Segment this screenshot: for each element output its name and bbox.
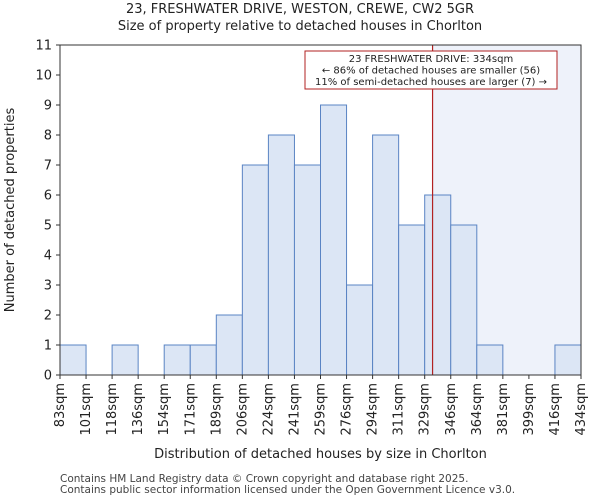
- x-tick-label: 136sqm: [131, 383, 146, 436]
- x-tick-label: 154sqm: [157, 383, 172, 436]
- x-tick-label: 206sqm: [235, 383, 250, 436]
- x-tick-label: 381sqm: [496, 383, 511, 436]
- histogram-bar: [163, 344, 191, 376]
- x-tick-label: 118sqm: [105, 383, 120, 436]
- y-tick-label: 9: [44, 99, 52, 114]
- x-tick-label: 294sqm: [366, 383, 381, 436]
- x-tick-label: 399sqm: [522, 383, 537, 436]
- y-tick-label: 5: [44, 219, 52, 234]
- y-tick-label: 6: [44, 189, 52, 204]
- footer-copyright: Contains HM Land Registry data © Crown c…: [60, 473, 469, 485]
- histogram-bar: [293, 164, 322, 376]
- histogram-bar: [554, 344, 582, 376]
- histogram-bar: [267, 134, 295, 376]
- x-tick-label: 241sqm: [287, 383, 302, 436]
- x-tick-label: 276sqm: [340, 383, 355, 436]
- annotation-box: [304, 50, 558, 90]
- x-tick-label: 311sqm: [392, 383, 407, 436]
- y-tick-label: 2: [44, 309, 52, 324]
- y-axis-label: Number of detached properties: [3, 108, 18, 313]
- histogram-bar: [59, 344, 87, 376]
- histogram-bar: [346, 284, 374, 376]
- x-tick-label: 329sqm: [418, 383, 433, 436]
- x-tick-label: 83sqm: [53, 383, 68, 427]
- annotation-line-2: ← 86% of detached houses are smaller (56…: [322, 66, 540, 77]
- annotation-line-1: 23 FRESHWATER DRIVE: 334sqm: [349, 54, 513, 65]
- annotation-line-3: 11% of semi-detached houses are larger (…: [315, 77, 547, 88]
- chart-subtitle: Size of property relative to detached ho…: [117, 19, 483, 34]
- x-tick-label: 434sqm: [574, 383, 589, 436]
- x-tick-label: 346sqm: [444, 383, 459, 436]
- y-tick-label: 3: [44, 279, 52, 294]
- y-tick-label: 11: [35, 39, 52, 54]
- x-tick-label: 259sqm: [314, 383, 329, 436]
- footer-licence: Contains public sector information licen…: [60, 484, 516, 496]
- histogram-bar: [398, 224, 426, 376]
- histogram-bar: [241, 164, 269, 376]
- x-tick-label: 224sqm: [261, 383, 276, 436]
- y-tick-label: 10: [35, 69, 52, 84]
- x-tick-label: 364sqm: [470, 383, 485, 436]
- y-tick-label: 7: [44, 159, 52, 174]
- histogram-bar: [476, 344, 504, 376]
- histogram-bar: [111, 344, 139, 376]
- y-tick-label: 0: [44, 369, 52, 384]
- x-tick-label: 416sqm: [548, 383, 563, 436]
- y-tick-label: 8: [44, 129, 52, 144]
- histogram-bar: [320, 104, 348, 376]
- x-tick-label: 171sqm: [183, 383, 198, 436]
- histogram-bar: [372, 134, 400, 376]
- histogram-bar: [424, 194, 452, 376]
- y-tick-label: 1: [44, 339, 52, 354]
- chart-title: 23, FRESHWATER DRIVE, WESTON, CREWE, CW2…: [125, 2, 474, 17]
- histogram-bar: [450, 224, 478, 376]
- x-tick-label: 101sqm: [79, 383, 94, 436]
- x-tick-label: 189sqm: [209, 383, 224, 436]
- y-tick-label: 4: [44, 249, 52, 264]
- histogram-bar: [215, 314, 243, 376]
- histogram-bar: [189, 344, 217, 376]
- x-axis-label: Distribution of detached houses by size …: [154, 447, 487, 462]
